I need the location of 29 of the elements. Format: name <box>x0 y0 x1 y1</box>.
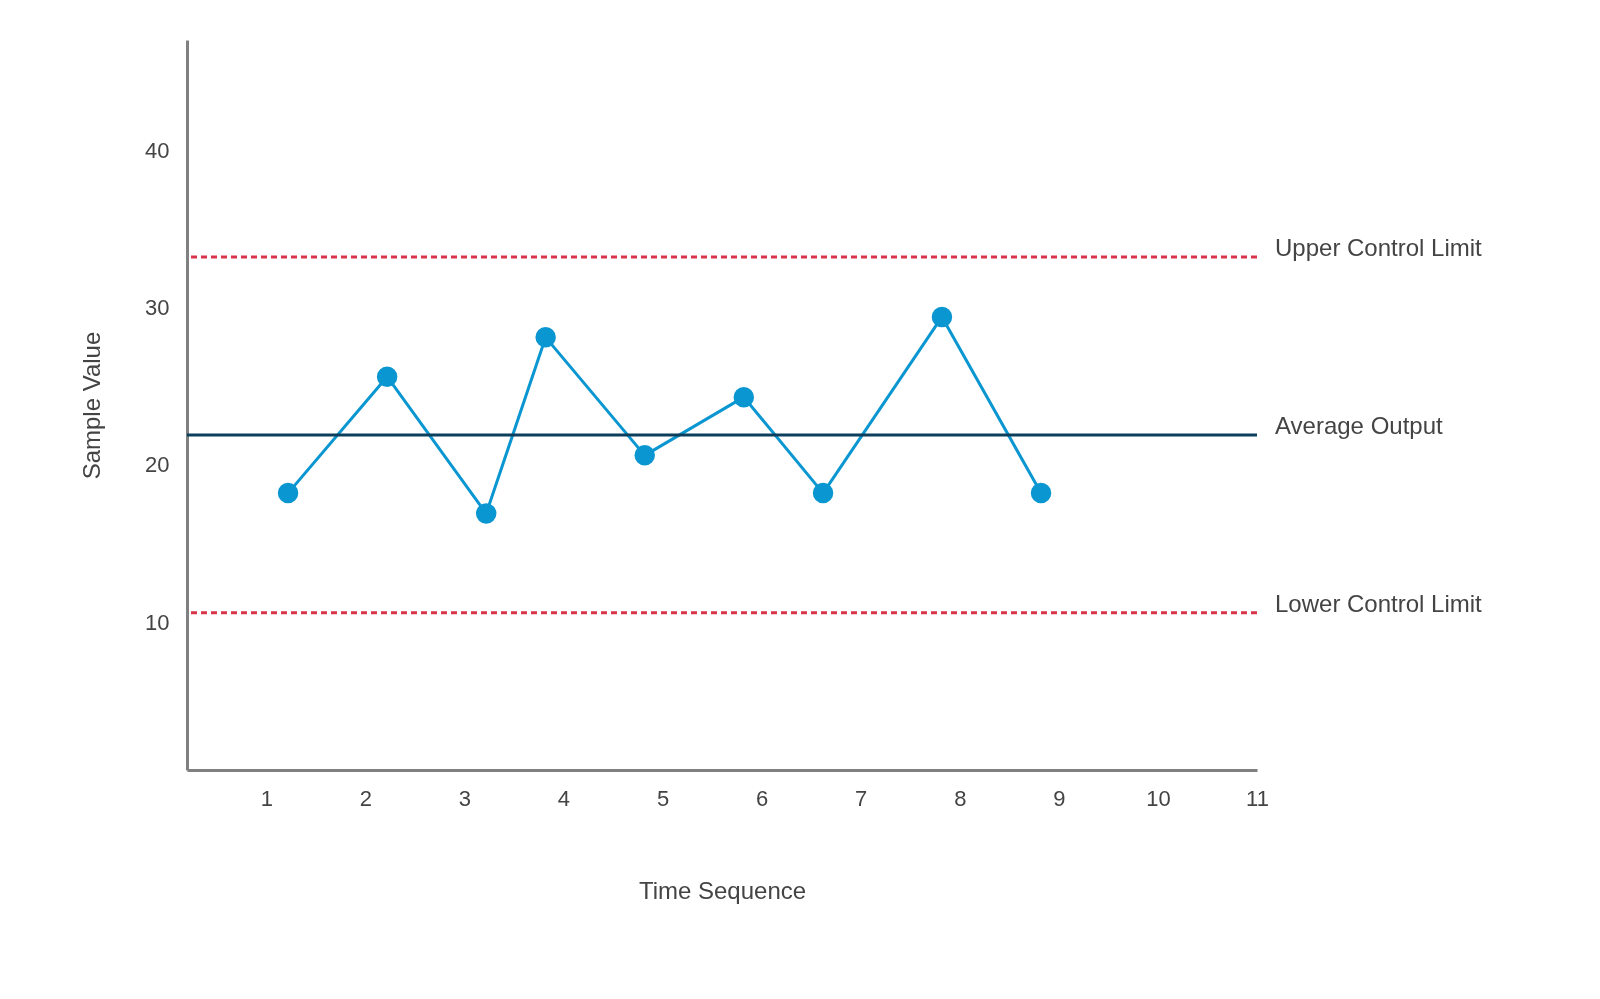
point <box>812 482 834 504</box>
y-axis-title: Sample Value <box>78 331 106 480</box>
x-tick-label: 9 <box>1053 785 1066 811</box>
x-tick-label: 8 <box>954 785 967 811</box>
x-tick-label: 1 <box>260 785 273 811</box>
ref-line-label: Lower Control Limit <box>1275 589 1483 617</box>
point <box>535 327 556 348</box>
y-tick-label: 40 <box>145 137 170 163</box>
point <box>733 386 755 408</box>
x-tick-label: 6 <box>756 785 769 811</box>
point <box>931 306 953 328</box>
y-tick-label: 20 <box>145 452 170 478</box>
x-tick-label: 3 <box>458 785 472 811</box>
x-tick-label: 10 <box>1146 785 1171 811</box>
point <box>634 445 655 466</box>
x-tick-label: 4 <box>557 785 571 811</box>
x-tick-label: 2 <box>359 785 372 811</box>
y-tick-label: 10 <box>145 609 170 635</box>
point <box>376 366 398 387</box>
x-tick-label: 5 <box>656 785 670 811</box>
point <box>475 503 497 524</box>
y-tick-label: 30 <box>145 294 170 320</box>
x-tick-label: 7 <box>855 785 868 811</box>
ref-line-label: Average Output <box>1275 411 1443 439</box>
x-axis-title: Time Sequence <box>638 876 807 904</box>
point <box>1030 482 1052 504</box>
point <box>277 482 299 504</box>
ref-line-label: Upper Control Limit <box>1275 234 1483 262</box>
x-tick-label: 11 <box>1246 785 1269 811</box>
